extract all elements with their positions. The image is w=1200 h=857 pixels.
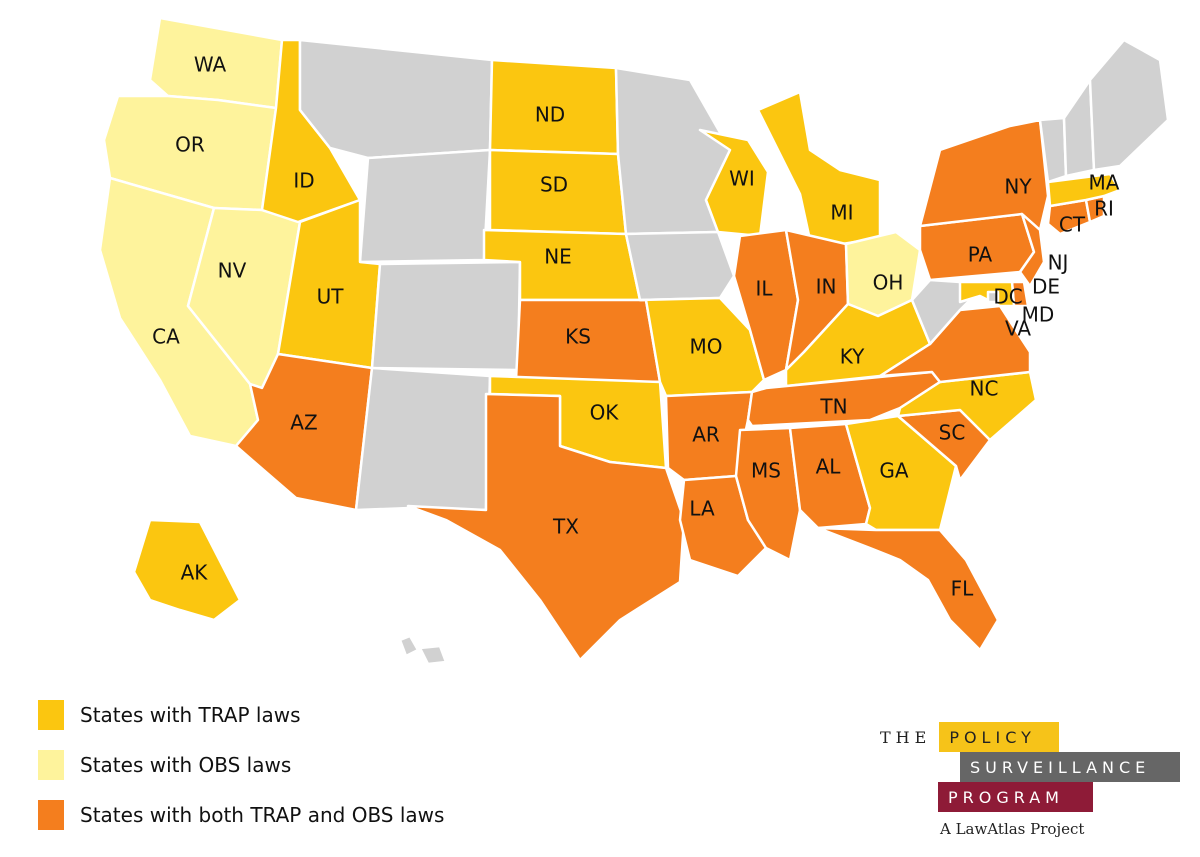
legend-swatch-trap <box>38 700 64 730</box>
state-label-nc: NC <box>970 377 999 401</box>
legend-item-both: States with both TRAP and OBS laws <box>38 800 444 830</box>
state-label-al: AL <box>816 455 842 479</box>
state-label-nd: ND <box>535 103 565 127</box>
us-map-svg: WA OR CA NV ID UT AZ ND SD NE KS OK TX MO AR LA WI IL MI IN… <box>98 16 1170 666</box>
state-label-pa: PA <box>968 243 993 267</box>
state-label-de: DE <box>1032 275 1060 299</box>
state-label-ne: NE <box>544 245 572 269</box>
state-label-fl: FL <box>951 577 975 601</box>
state-label-sd: SD <box>540 173 568 197</box>
state-hi <box>398 634 448 666</box>
state-label-dc: DC <box>993 285 1022 309</box>
state-co <box>370 260 522 372</box>
state-label-or: OR <box>175 133 205 157</box>
state-label-ca: CA <box>152 325 180 349</box>
state-label-ar: AR <box>692 423 720 447</box>
logo-policy: POLICY <box>939 722 1060 752</box>
state-label-wa: WA <box>194 53 227 77</box>
state-label-oh: OH <box>873 271 904 295</box>
state-label-az: AZ <box>290 411 317 435</box>
state-label-ks: KS <box>565 325 591 349</box>
state-label-ok: OK <box>590 401 620 425</box>
state-nj <box>1018 212 1046 288</box>
state-label-ny: NY <box>1004 175 1032 199</box>
policy-surveillance-logo: THE POLICY SURVEILLANCE PROGRAM A LawAtl… <box>880 722 1180 838</box>
state-label-tx: TX <box>552 515 579 539</box>
state-wi <box>698 128 770 238</box>
state-label-sc: SC <box>939 421 966 445</box>
state-label-ga: GA <box>879 459 908 483</box>
state-label-mi: MI <box>830 201 853 225</box>
logo-tagline: A LawAtlas Project <box>940 820 1085 838</box>
state-label-va: VA <box>1005 317 1031 341</box>
state-ny <box>918 118 1050 232</box>
state-label-in: IN <box>816 275 837 299</box>
state-ak <box>132 518 242 622</box>
state-label-nj: NJ <box>1048 251 1069 275</box>
legend-label-obs: States with OBS laws <box>80 753 292 777</box>
state-label-la: LA <box>689 497 715 521</box>
legend-label-trap: States with TRAP laws <box>80 703 301 727</box>
state-label-ak: AK <box>181 561 209 585</box>
state-wy <box>358 148 492 264</box>
state-label-mo: MO <box>690 335 723 359</box>
logo-program: PROGRAM <box>938 782 1093 812</box>
state-tx <box>406 392 686 662</box>
state-label-ri: RI <box>1094 197 1114 221</box>
state-mi <box>756 90 882 246</box>
state-label-id: ID <box>293 169 314 193</box>
logo-surveillance: SURVEILLANCE <box>960 752 1180 782</box>
state-nm <box>354 366 492 512</box>
logo-the: THE <box>880 727 932 747</box>
state-label-wi: WI <box>729 167 755 191</box>
state-ia <box>624 230 736 302</box>
state-label-md: MD <box>1022 303 1055 327</box>
state-label-ky: KY <box>840 345 865 369</box>
state-label-ut: UT <box>317 285 345 309</box>
state-label-ct: CT <box>1059 213 1086 237</box>
state-dc <box>986 290 1000 304</box>
legend-swatch-obs <box>38 750 64 780</box>
state-label-il: IL <box>755 277 773 301</box>
state-fl <box>816 526 1000 652</box>
legend-swatch-both <box>38 800 64 830</box>
state-me <box>1088 38 1170 172</box>
state-label-nv: NV <box>218 259 247 283</box>
state-label-ma: MA <box>1089 171 1120 195</box>
state-mt <box>298 38 494 160</box>
state-label-ms: MS <box>751 459 781 483</box>
legend: States with TRAP laws States with OBS la… <box>38 700 444 850</box>
state-ma <box>1046 172 1122 208</box>
legend-item-obs: States with OBS laws <box>38 750 444 780</box>
legend-item-trap: States with TRAP laws <box>38 700 444 730</box>
legend-label-both: States with both TRAP and OBS laws <box>80 803 445 827</box>
us-map: WA OR CA NV ID UT AZ ND SD NE KS OK TX MO AR LA WI IL MI IN… <box>98 16 1170 666</box>
state-label-tn: TN <box>819 395 847 419</box>
